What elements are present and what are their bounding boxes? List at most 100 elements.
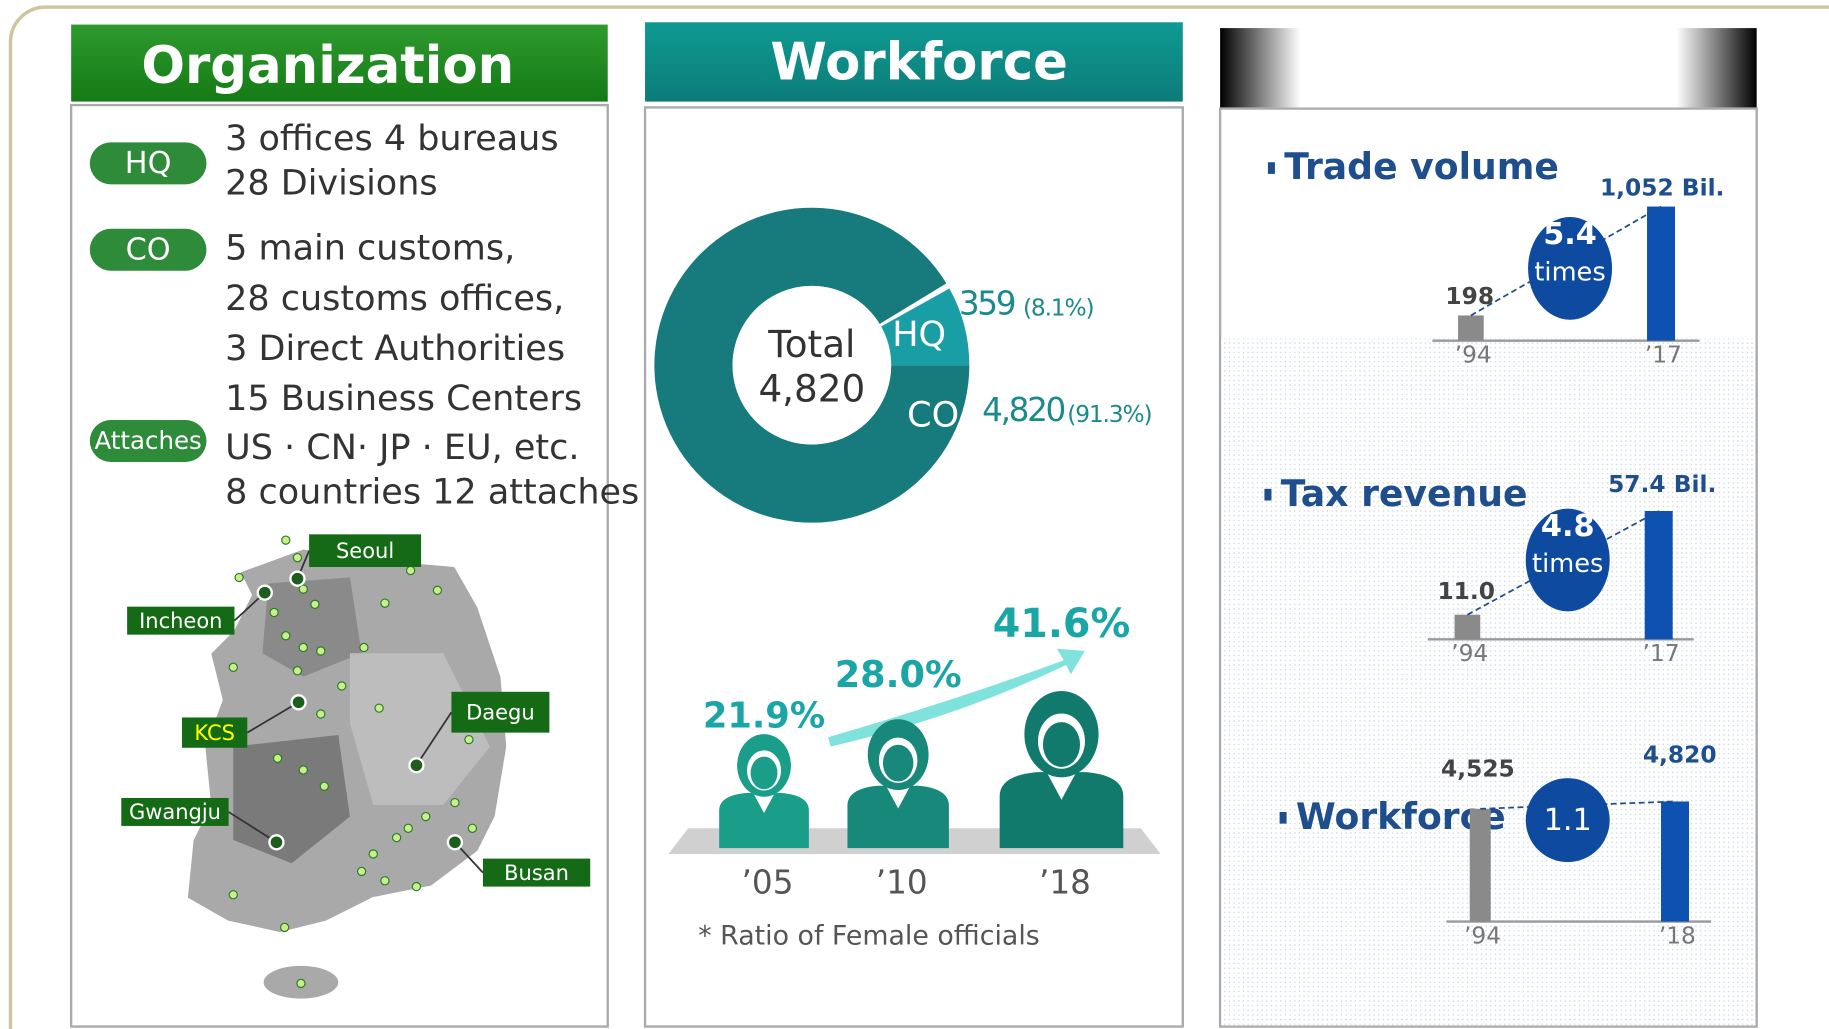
- hub: [408, 757, 425, 774]
- donut-hole: [732, 285, 892, 445]
- office-dot: [316, 646, 326, 656]
- hub: [256, 584, 273, 601]
- bullet: [1264, 488, 1272, 501]
- org-line: 8 countries 12 attaches: [225, 473, 639, 513]
- leader: [228, 811, 277, 844]
- bar-label: 4,525: [1441, 755, 1515, 782]
- bar: [1469, 808, 1491, 922]
- office-dot: [228, 890, 238, 900]
- figure-collar: [753, 792, 775, 814]
- org-line: 28 customs offices,: [225, 279, 564, 319]
- ratio-badge: [1525, 778, 1610, 863]
- female-figure: [999, 691, 1124, 849]
- female-figure: [847, 719, 949, 849]
- ratio: 5.4: [1543, 217, 1597, 252]
- office-dot: [421, 811, 431, 822]
- office-dot: [319, 781, 329, 791]
- ratio-unit: times: [1534, 258, 1605, 288]
- year: ’94: [1455, 341, 1492, 368]
- item-title: Trade volume: [1284, 145, 1559, 188]
- segment-name: CO: [907, 396, 959, 436]
- map-label: Daegu: [466, 700, 535, 724]
- bar: [1644, 511, 1673, 640]
- office-dot: [337, 681, 347, 691]
- map-label-box: [482, 858, 591, 887]
- map-label-box: [451, 691, 550, 733]
- office-dot: [228, 662, 238, 672]
- org-line: 3 Direct Authorities: [225, 329, 565, 369]
- panel-title: Organization: [141, 36, 514, 96]
- segment-count: 359: [959, 285, 1015, 323]
- office-dot: [292, 666, 303, 676]
- bar: [1454, 614, 1481, 640]
- tag: HQ: [125, 146, 172, 181]
- year: ’17: [1645, 341, 1682, 368]
- office-dot: [298, 584, 308, 594]
- office-dot: [298, 642, 308, 653]
- figure-face-fill: [1042, 722, 1081, 767]
- bar-label: 11.0: [1437, 578, 1495, 605]
- panel-title: Workforce: [770, 32, 1068, 92]
- year: ’94: [1451, 640, 1488, 667]
- office-dot: [403, 823, 413, 833]
- map-label-box: [127, 606, 235, 635]
- hub: [268, 834, 285, 851]
- panel-header: [71, 24, 608, 102]
- bar-label: 4,820: [1643, 741, 1717, 768]
- female-value: 21.9%: [703, 695, 825, 736]
- frame: [8, 5, 1829, 1029]
- hub: [446, 834, 464, 851]
- office-dot: [269, 607, 279, 618]
- map-label: KCS: [194, 721, 235, 745]
- segment-percent: (8.1%): [1023, 295, 1093, 322]
- map-label: Seoul: [336, 539, 394, 563]
- panel-header: [1220, 28, 1757, 108]
- office-dot: [450, 797, 460, 808]
- region: [262, 577, 362, 677]
- org-line: US · CN· JP · EU, etc.: [225, 428, 579, 468]
- org-line: 15 Business Centers: [225, 379, 582, 419]
- figure-collar: [1046, 772, 1077, 800]
- segment-count: 4,820: [982, 391, 1064, 429]
- tag: Attaches: [94, 426, 201, 455]
- office-dot: [374, 703, 384, 713]
- segment-name: HQ: [892, 315, 946, 355]
- ratio-connector: [1466, 510, 1660, 616]
- map-label-box: [181, 717, 248, 748]
- bullet: [1279, 811, 1287, 824]
- tag: CO: [126, 232, 171, 267]
- bar: [1458, 315, 1484, 341]
- office-dot: [316, 709, 326, 719]
- donut-segment: [881, 288, 970, 366]
- segment-percent: (91.3%): [1067, 401, 1151, 428]
- map-label: Incheon: [139, 609, 222, 633]
- map-label-box: [121, 797, 229, 826]
- year: ’18: [1659, 922, 1696, 949]
- tag-pill: [89, 228, 207, 271]
- figure-body: [999, 772, 1124, 849]
- office-dot: [467, 823, 478, 833]
- note: * Ratio of Female officials: [698, 920, 1040, 951]
- ratio-connector: [1470, 205, 1662, 317]
- org-line: 3 offices 4 bureaus: [225, 119, 558, 159]
- office-dot: [272, 753, 283, 763]
- female-year: ’18: [1039, 863, 1091, 901]
- ratio-badge: [1528, 217, 1613, 320]
- office-dot: [356, 866, 367, 877]
- office-dot: [310, 599, 320, 609]
- figure-body: [719, 792, 809, 849]
- office-dot: [380, 876, 390, 886]
- leader: [415, 711, 453, 766]
- bullet: [1267, 162, 1275, 174]
- bar-label: 1,052 Bil.: [1600, 175, 1724, 202]
- ratio: 4.8: [1541, 509, 1595, 544]
- female-value: 41.6%: [993, 601, 1131, 647]
- office-dot: [405, 565, 416, 576]
- year: ’94: [1464, 922, 1501, 949]
- office-dot: [411, 881, 422, 892]
- org-line: 5 main customs,: [225, 229, 515, 269]
- ratio-badge: [1525, 508, 1610, 612]
- office-dot: [432, 585, 443, 595]
- bar-label: 198: [1445, 283, 1494, 310]
